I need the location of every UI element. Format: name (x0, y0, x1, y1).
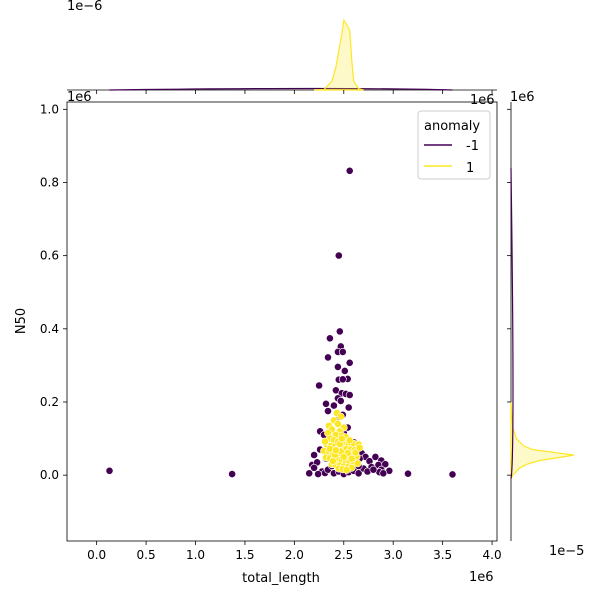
scatter-point (310, 451, 318, 459)
top-marginal-ticks (96, 90, 493, 94)
x-tick-label: 0.0 (87, 548, 106, 562)
scatter-point (325, 334, 334, 343)
y-tick-label: 0.0 (40, 468, 59, 482)
x-tick-label: 0.5 (137, 548, 156, 562)
scatter-point (340, 366, 349, 375)
scatter-point (314, 470, 322, 478)
top-marginal-offset-label: 1e−6 (67, 0, 102, 14)
scatter-point (345, 436, 354, 445)
y-tick-label: 0.6 (40, 249, 59, 263)
x-offset-label: 1e6 (469, 570, 494, 585)
scatter-point (345, 358, 354, 367)
scatter-point (336, 412, 345, 421)
scatter-point (338, 347, 347, 356)
scatter-point (337, 434, 346, 443)
scatter-point (404, 469, 412, 478)
x-tick-label: 1.5 (235, 548, 254, 562)
scatter-point (336, 396, 345, 405)
scatter-point (305, 469, 314, 478)
y-axis-label: N50 (14, 308, 29, 334)
y-offset-label: 1e6 (67, 90, 92, 105)
scatter-point (228, 470, 236, 478)
scatter-point (345, 391, 354, 399)
scatter-point (105, 466, 114, 475)
y-axis-ticks: 0.0 0.2 0.4 0.6 0.8 1.0 (40, 102, 67, 482)
top-marginal-y-offset-label: 1e6 (470, 93, 495, 108)
scatter-point (448, 470, 457, 479)
right-marginal-density: 1e6 1e−5 (507, 90, 584, 559)
x-tick-label: 3.0 (384, 548, 403, 562)
scatter-point (355, 443, 364, 452)
scatter-point (333, 362, 342, 371)
scatter-point (342, 466, 351, 474)
scatter-point (322, 399, 330, 408)
y-tick-label: 1.0 (40, 102, 59, 116)
scatter-point (347, 454, 356, 463)
legend-label-pos: 1 (466, 161, 474, 176)
scatter-point (369, 465, 378, 474)
scatter-point (338, 375, 347, 384)
legend-title: anomaly (424, 119, 480, 134)
top-marginal-curve-neg (109, 87, 453, 91)
scatter-point (371, 452, 380, 461)
scatter-point (329, 401, 338, 410)
x-tick-label: 3.5 (433, 548, 452, 562)
scatter-point (334, 251, 343, 260)
scatter-point (328, 457, 337, 466)
x-tick-label: 2.0 (285, 548, 304, 562)
top-marginal-density: 1e−6 1e6 (67, 0, 497, 108)
scatter-point (310, 463, 318, 472)
scatter-point (331, 446, 340, 455)
scatter-point (381, 460, 390, 469)
y-tick-label: 0.8 (40, 175, 59, 189)
x-axis-ticks: 0.0 0.5 1.0 1.5 2.0 2.5 3.0 3.5 4.0 (87, 541, 502, 562)
legend-box (417, 110, 491, 180)
scatter-points (105, 166, 457, 479)
scatter-point (333, 419, 342, 428)
scatter-point (324, 407, 332, 415)
plot-frame (66, 101, 498, 542)
scatter-point (345, 166, 354, 175)
scatter-point (379, 469, 388, 478)
scatter-point (315, 381, 323, 390)
right-marginal-curve-neg (510, 167, 514, 479)
right-marginal-offset-label: 1e−5 (549, 544, 584, 559)
top-marginal-curve-pos (314, 18, 364, 91)
right-marginal-x-offset-label: 1e6 (510, 90, 535, 105)
scatter-point (344, 403, 353, 412)
legend: anomaly -1 1 (417, 110, 491, 180)
right-marginal-curve-pos (510, 401, 575, 480)
y-tick-label: 0.4 (40, 322, 59, 336)
right-marginal-ticks (507, 108, 511, 476)
scatter-point (321, 437, 329, 446)
y-tick-label: 0.2 (40, 395, 59, 409)
scatter-point (324, 353, 332, 362)
x-tick-label: 2.5 (334, 548, 353, 562)
x-tick-label: 4.0 (483, 548, 502, 562)
scatter-point (353, 459, 362, 468)
x-tick-label: 1.0 (186, 548, 205, 562)
legend-label-neg: -1 (466, 139, 479, 154)
x-axis-label: total_length (242, 571, 320, 586)
scatter-point (339, 452, 348, 461)
main-scatter-plot: 0.0 0.5 1.0 1.5 2.0 2.5 3.0 3.5 4.0 0.0 0.2 0.4 0.6… (14, 90, 502, 586)
scatter-point (335, 327, 344, 336)
